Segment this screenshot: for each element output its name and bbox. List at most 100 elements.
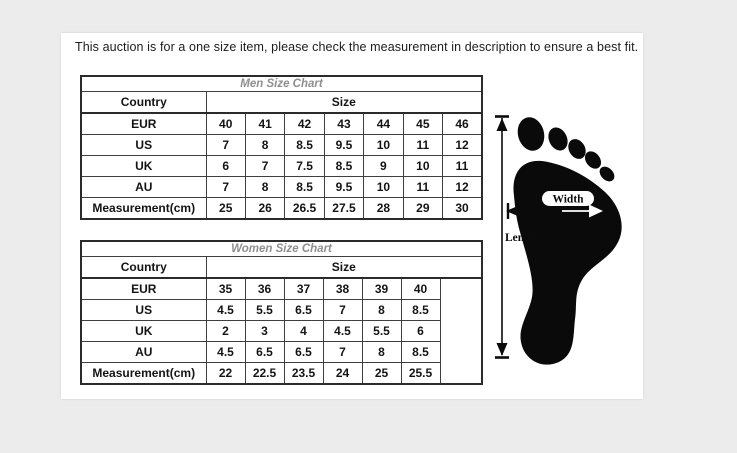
table-row: US 7 8 8.5 9.5 10 11 12 bbox=[80, 134, 483, 156]
size-cell: 6 bbox=[400, 320, 441, 342]
size-cell: 23.5 bbox=[283, 362, 324, 385]
table-row: EUR 40 41 42 43 44 45 46 bbox=[80, 112, 483, 135]
size-cell: 5.5 bbox=[244, 299, 285, 321]
size-header: Size bbox=[205, 91, 483, 114]
toe bbox=[548, 127, 568, 151]
size-cell: 38 bbox=[322, 277, 363, 300]
size-cell: 10 bbox=[363, 176, 404, 198]
size-cell: 25.5 bbox=[400, 362, 441, 385]
table-title-row: Women Size Chart bbox=[80, 240, 483, 257]
size-cell: 8 bbox=[244, 176, 286, 198]
size-cell: 7 bbox=[322, 299, 363, 321]
size-cell: 8.5 bbox=[284, 176, 325, 198]
size-cell: 36 bbox=[244, 277, 285, 300]
size-cell: 44 bbox=[363, 112, 404, 135]
size-cell: 25 bbox=[205, 197, 246, 220]
size-cell: 6 bbox=[205, 155, 246, 177]
width-label-capsule bbox=[542, 191, 594, 206]
size-cell: 8 bbox=[244, 134, 286, 156]
table-title-row: Men Size Chart bbox=[80, 75, 483, 92]
size-cell: 46 bbox=[442, 112, 483, 135]
size-cell: 4.5 bbox=[205, 299, 246, 321]
size-header: Size bbox=[205, 256, 483, 279]
size-cell: 7 bbox=[205, 134, 246, 156]
table-row: AU 4.5 6.5 6.5 7 8 8.5 bbox=[80, 341, 482, 363]
size-cell: 12 bbox=[442, 176, 483, 198]
size-cell: 37 bbox=[283, 277, 324, 300]
size-cell: 24 bbox=[322, 362, 363, 385]
row-label: US bbox=[80, 299, 207, 321]
size-cell: 25 bbox=[361, 362, 402, 385]
size-cell: 42 bbox=[284, 112, 325, 135]
table-row: Measurement(cm) 25 26 26.5 27.5 28 29 30 bbox=[80, 197, 483, 220]
size-cell: 9.5 bbox=[323, 176, 365, 198]
table-row: AU 7 8 8.5 9.5 10 11 12 bbox=[80, 176, 483, 198]
size-cell: 11 bbox=[402, 134, 444, 156]
country-header: Country bbox=[80, 91, 207, 114]
size-cell: 43 bbox=[323, 112, 365, 135]
row-label: AU bbox=[80, 176, 207, 198]
size-cell: 39 bbox=[361, 277, 402, 300]
table-row: EUR 35 36 37 38 39 40 bbox=[80, 277, 483, 385]
size-chart-panel: This auction is for a one size item, ple… bbox=[61, 33, 643, 399]
row-label: Measurement(cm) bbox=[80, 362, 207, 385]
toe bbox=[568, 139, 586, 159]
table-header-row: Country Size bbox=[80, 256, 483, 279]
size-cell: 8.5 bbox=[400, 341, 441, 363]
size-cell: 10 bbox=[363, 134, 404, 156]
size-cell: 40 bbox=[400, 277, 441, 300]
row-label: Measurement(cm) bbox=[80, 197, 207, 220]
size-cell: 40 bbox=[205, 112, 246, 135]
size-cell: 7 bbox=[205, 176, 246, 198]
width-label: Width bbox=[552, 194, 584, 206]
row-label: UK bbox=[80, 155, 207, 177]
row-label: EUR bbox=[80, 277, 207, 300]
country-header: Country bbox=[80, 256, 207, 279]
size-cell: 8 bbox=[361, 299, 402, 321]
toe bbox=[599, 166, 615, 182]
size-cell: 8 bbox=[361, 341, 402, 363]
men-chart-title: Men Size Chart bbox=[80, 75, 483, 92]
size-cell: 9.5 bbox=[323, 134, 365, 156]
size-cell: 26 bbox=[244, 197, 286, 220]
size-cell: 6.5 bbox=[244, 341, 285, 363]
size-cell: 3 bbox=[244, 320, 285, 342]
size-cell: 4.5 bbox=[205, 341, 246, 363]
table-row: Measurement(cm) 22 22.5 23.5 24 25 25.5 bbox=[80, 362, 482, 385]
size-cell: 45 bbox=[402, 112, 444, 135]
size-cell: 26.5 bbox=[284, 197, 325, 220]
size-cell: 2 bbox=[205, 320, 246, 342]
women-size-chart-table: Women Size Chart Country Size EUR 35 36 37 3… bbox=[80, 240, 483, 385]
size-cell: 27.5 bbox=[323, 197, 365, 220]
women-chart-title: Women Size Chart bbox=[80, 240, 483, 257]
foot-measurement-diagram: Width Length bbox=[495, 115, 622, 365]
big-toe bbox=[517, 117, 545, 151]
size-cell: 30 bbox=[442, 197, 483, 220]
size-cell: 10 bbox=[402, 155, 444, 177]
table-row: UK 2 3 4 4.5 5.5 6 bbox=[80, 320, 482, 342]
size-cell: 35 bbox=[205, 277, 246, 300]
size-cell: 4 bbox=[283, 320, 324, 342]
length-arrow bbox=[495, 115, 509, 359]
row-label: UK bbox=[80, 320, 207, 342]
size-cell: 22 bbox=[205, 362, 246, 385]
table-row: UK 6 7 7.5 8.5 9 10 11 bbox=[80, 155, 483, 177]
size-cell: 9 bbox=[363, 155, 404, 177]
table-header-row: Country Size bbox=[80, 91, 483, 114]
size-cell: 5.5 bbox=[361, 320, 402, 342]
auction-notice-text: This auction is for a one size item, ple… bbox=[75, 40, 639, 54]
toe bbox=[584, 151, 602, 169]
row-label: AU bbox=[80, 341, 207, 363]
size-cell: 8.5 bbox=[400, 299, 441, 321]
size-cell: 7 bbox=[322, 341, 363, 363]
row-label: US bbox=[80, 134, 207, 156]
size-cell: 22.5 bbox=[244, 362, 285, 385]
size-cell: 11 bbox=[402, 176, 444, 198]
size-cell: 7 bbox=[244, 155, 286, 177]
size-cell: 11 bbox=[442, 155, 483, 177]
diagram-labels: Width Length bbox=[505, 191, 594, 244]
size-cell: 29 bbox=[402, 197, 444, 220]
size-cell: 28 bbox=[363, 197, 404, 220]
table-row: US 4.5 5.5 6.5 7 8 8.5 bbox=[80, 299, 482, 321]
length-label: Length bbox=[505, 232, 541, 244]
